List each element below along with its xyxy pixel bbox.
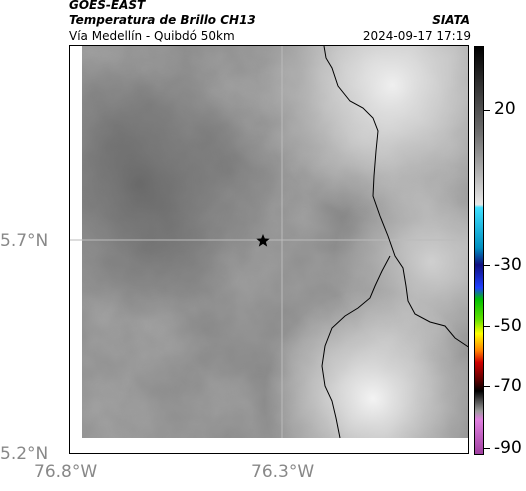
colorbar-label-minus-90: -90	[494, 438, 522, 458]
colorbar-tick	[484, 110, 490, 111]
region-label: Vía Medellín - Quibdó 50km	[69, 29, 235, 43]
map-frame	[69, 45, 469, 454]
x-tick-label-76-3: 76.3°W	[251, 462, 315, 482]
colorbar-label-minus-70: -70	[494, 376, 522, 396]
x-tick-label-76-8: 76.8°W	[34, 462, 98, 482]
colorbar-tick	[484, 265, 490, 266]
colorbar-tick	[484, 386, 490, 387]
y-tick-label-5-2: 5.2°N	[0, 444, 49, 464]
coastline-border	[323, 46, 468, 348]
datetime-label: 2024-09-17 17:19	[362, 29, 471, 43]
colorbar-tick	[484, 448, 490, 449]
y-tick-label-5-7: 5.7°N	[0, 231, 49, 251]
product-title: Temperatura de Brillo CH13	[69, 13, 256, 27]
colorbar	[474, 46, 484, 455]
colorbar-label-minus-30: -30	[494, 255, 522, 275]
colorbar-label-minus-50: -50	[494, 316, 522, 336]
colorbar-label-20: 20	[494, 99, 516, 119]
organization-label: SIATA	[432, 13, 470, 27]
bright-cloud-region-bottom	[82, 46, 468, 438]
colorbar-tick	[484, 326, 490, 327]
satellite-title: GOES-EAST	[69, 0, 146, 12]
department-border	[321, 255, 391, 439]
satellite-image	[70, 46, 468, 439]
star-marker	[256, 234, 270, 247]
